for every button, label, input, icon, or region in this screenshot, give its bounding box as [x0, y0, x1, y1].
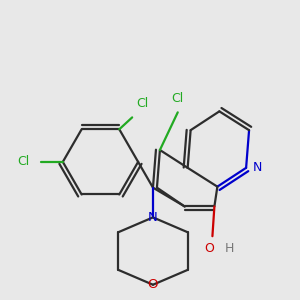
Text: Cl: Cl — [17, 155, 29, 168]
Text: N: N — [148, 211, 158, 224]
Text: H: H — [225, 242, 234, 255]
Text: Cl: Cl — [172, 92, 184, 105]
Text: O: O — [205, 242, 214, 255]
Text: N: N — [252, 161, 262, 174]
Text: O: O — [148, 278, 158, 291]
Text: Cl: Cl — [136, 97, 148, 110]
